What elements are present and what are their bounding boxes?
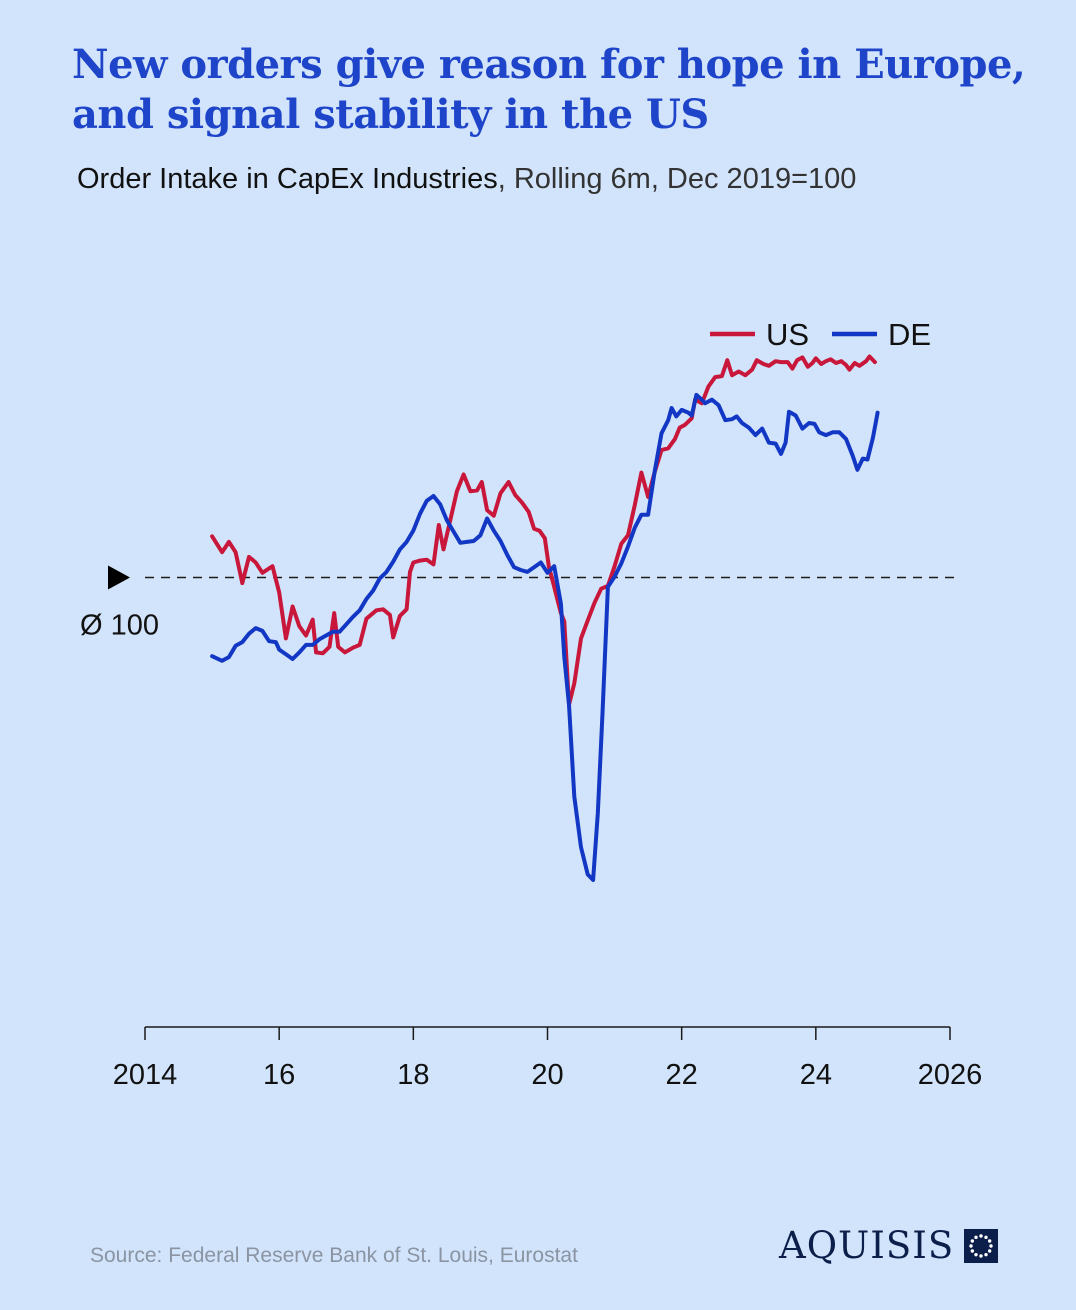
- x-tick-label-2026: 2026: [918, 1059, 983, 1091]
- logo-dot: [988, 1248, 992, 1253]
- brand: AQUISIS: [779, 1224, 999, 1267]
- title-line-2: and signal stability in the US: [72, 91, 709, 138]
- logo-dot: [984, 1235, 988, 1239]
- logo-dot: [979, 1233, 983, 1238]
- legend-label-us: US: [766, 317, 809, 352]
- x-tick-label-2018: 18: [397, 1059, 429, 1091]
- logo-dot: [970, 1248, 975, 1253]
- logo-dot: [989, 1243, 993, 1248]
- x-tick-label-2016: 16: [263, 1059, 295, 1091]
- logo-dot: [979, 1253, 983, 1258]
- subtitle-main: Order Intake in CapEx Industries: [77, 163, 498, 195]
- brand-name: AQUISIS: [779, 1224, 955, 1267]
- title-line-1: New orders give reason for hope in Europ…: [72, 41, 1026, 88]
- logo-dot: [974, 1235, 978, 1239]
- reference-label: Ø 100: [80, 609, 159, 641]
- series-line-us: [210, 354, 877, 707]
- logo-dot: [984, 1252, 988, 1256]
- legend-label-de: DE: [888, 317, 931, 352]
- logo-dot: [970, 1238, 975, 1243]
- logo-dot: [988, 1238, 992, 1243]
- x-tick-label-2020: 20: [531, 1059, 563, 1091]
- source-note: Source: Federal Reserve Bank of St. Loui…: [90, 1244, 578, 1267]
- logo-dot: [974, 1252, 978, 1256]
- brand-logo-icon: [964, 1228, 999, 1263]
- x-tick-label-2024: 24: [800, 1059, 832, 1091]
- logo-dot: [969, 1243, 973, 1248]
- subtitle-rest: , Rolling 6m, Dec 2019=100: [497, 163, 857, 195]
- x-tick-label-2014: 2014: [113, 1059, 178, 1091]
- x-tick-label-2022: 22: [666, 1059, 698, 1091]
- series-line-de: [210, 392, 880, 882]
- reference-marker-icon: [108, 565, 130, 590]
- chart-subtitle: Order Intake in CapEx Industries, Rollin…: [77, 163, 856, 196]
- chart-title: New orders give reason for hope in Europ…: [72, 40, 1052, 140]
